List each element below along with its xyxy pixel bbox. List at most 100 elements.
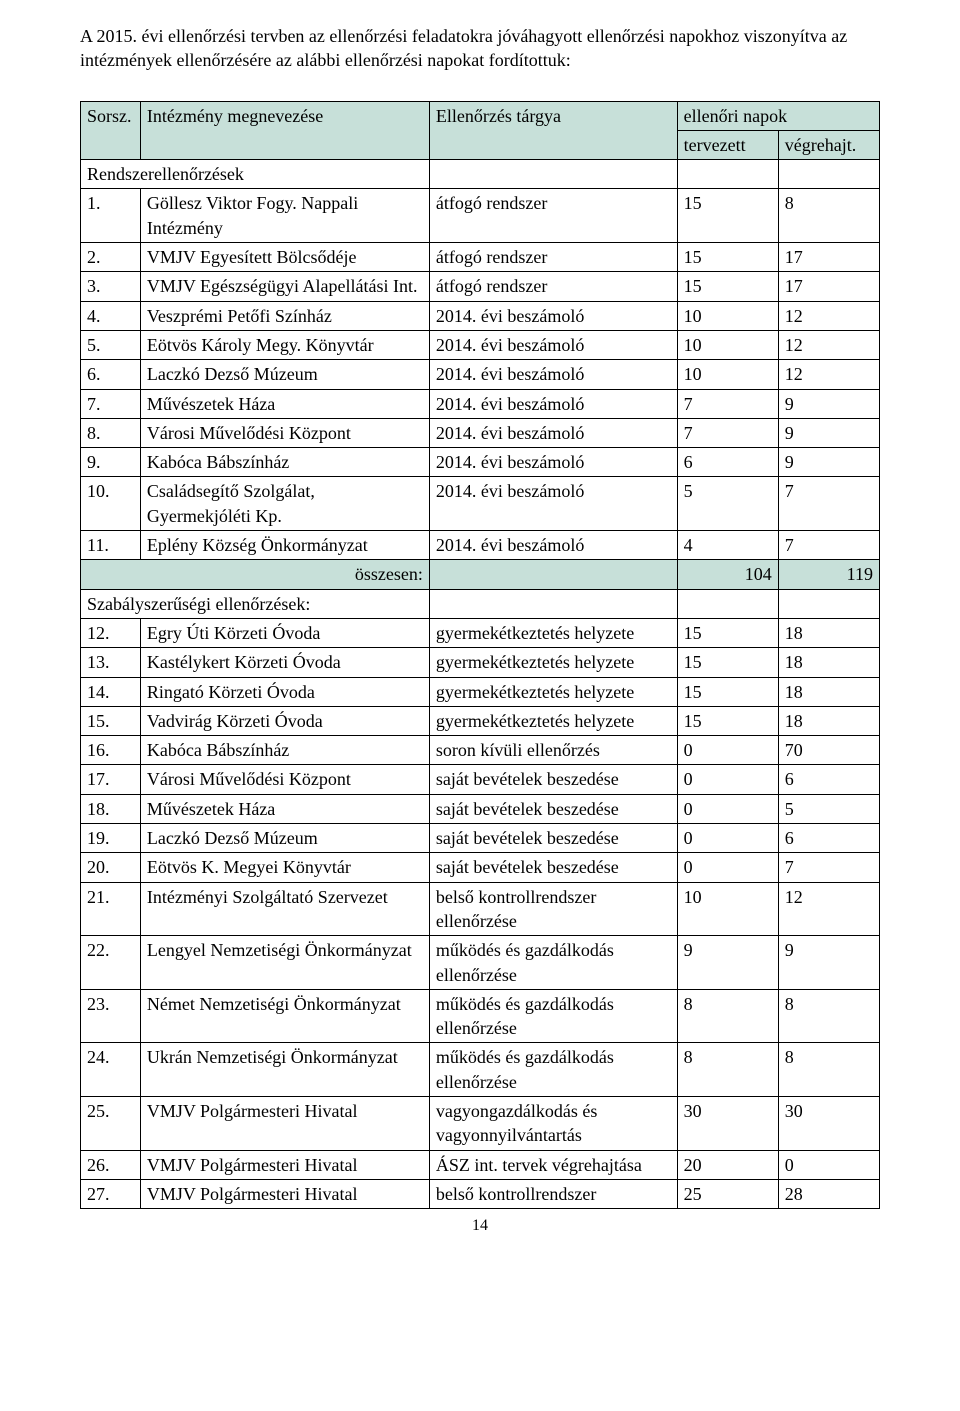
row-actual: 0 [778,1150,879,1179]
row-subject: 2014. évi beszámoló [429,301,677,330]
row-actual: 18 [778,648,879,677]
row-actual: 70 [778,736,879,765]
total-row: összesen:104119 [81,560,880,589]
audit-table: Sorsz. Intézmény megnevezése Ellenőrzés … [80,101,880,1210]
total-empty [429,560,677,589]
row-subject: átfogó rendszer [429,243,677,272]
row-num: 13. [81,648,141,677]
row-subject: 2014. évi beszámoló [429,448,677,477]
table-row: 18.Művészetek Házasaját bevételek beszed… [81,794,880,823]
row-actual: 12 [778,360,879,389]
row-num: 18. [81,794,141,823]
table-row: 17.Városi Művelődési Központsaját bevéte… [81,765,880,794]
row-name: VMJV Polgármesteri Hivatal [140,1096,429,1150]
row-actual: 8 [778,989,879,1043]
row-num: 17. [81,765,141,794]
table-row: 5.Eötvös Károly Megy. Könyvtár2014. évi … [81,330,880,359]
row-planned: 8 [677,989,778,1043]
table-row: 24.Ukrán Nemzetiségi Önkormányzatműködés… [81,1043,880,1097]
row-actual: 30 [778,1096,879,1150]
row-name: Eplény Község Önkormányzat [140,531,429,560]
total-planned: 104 [677,560,778,589]
table-row: 4.Veszprémi Petőfi Színház2014. évi besz… [81,301,880,330]
row-planned: 0 [677,765,778,794]
row-name: Göllesz Viktor Fogy. Nappali Intézmény [140,189,429,243]
table-row: 10.Családsegítő Szolgálat, Gyermekjóléti… [81,477,880,531]
table-row: 9.Kabóca Bábszínház2014. évi beszámoló69 [81,448,880,477]
row-name: Kastélykert Körzeti Óvoda [140,648,429,677]
row-actual: 9 [778,936,879,990]
row-actual: 6 [778,765,879,794]
row-num: 11. [81,531,141,560]
total-actual: 119 [778,560,879,589]
row-subject: 2014. évi beszámoló [429,330,677,359]
row-num: 16. [81,736,141,765]
row-planned: 7 [677,418,778,447]
row-name: Egry Úti Körzeti Óvoda [140,618,429,647]
row-num: 10. [81,477,141,531]
row-name: Művészetek Háza [140,794,429,823]
row-planned: 15 [677,243,778,272]
table-row: 15.Vadvirág Körzeti Óvodagyermekétkeztet… [81,706,880,735]
row-num: 19. [81,824,141,853]
row-name: Művészetek Háza [140,389,429,418]
row-name: VMJV Egyesített Bölcsődéje [140,243,429,272]
row-name: Lengyel Nemzetiségi Önkormányzat [140,936,429,990]
row-planned: 10 [677,301,778,330]
row-subject: 2014. évi beszámoló [429,418,677,447]
table-row: 21.Intézményi Szolgáltató Szervezetbelső… [81,882,880,936]
row-planned: 4 [677,531,778,560]
row-name: Ukrán Nemzetiségi Önkormányzat [140,1043,429,1097]
row-num: 24. [81,1043,141,1097]
col-planned: tervezett [677,130,778,159]
row-subject: saját bevételek beszedése [429,765,677,794]
row-actual: 5 [778,794,879,823]
row-num: 21. [81,882,141,936]
row-planned: 15 [677,618,778,647]
row-actual: 12 [778,882,879,936]
row-name: Családsegítő Szolgálat, Gyermekjóléti Kp… [140,477,429,531]
row-planned: 25 [677,1179,778,1208]
row-subject: saját bevételek beszedése [429,824,677,853]
row-subject: saját bevételek beszedése [429,853,677,882]
row-actual: 7 [778,531,879,560]
col-actual: végrehajt. [778,130,879,159]
row-subject: belső kontrollrendszer ellenőrzése [429,882,677,936]
section-title-compliance: Szabályszerűségi ellenőrzések: [81,589,430,618]
row-name: Eötvös Károly Megy. Könyvtár [140,330,429,359]
table-row: 1.Göllesz Viktor Fogy. Nappali Intézmény… [81,189,880,243]
row-actual: 8 [778,189,879,243]
row-subject: 2014. évi beszámoló [429,477,677,531]
row-name: Kabóca Bábszínház [140,448,429,477]
row-num: 14. [81,677,141,706]
row-planned: 10 [677,330,778,359]
row-planned: 15 [677,272,778,301]
row-num: 6. [81,360,141,389]
row-actual: 9 [778,448,879,477]
row-planned: 10 [677,882,778,936]
row-num: 3. [81,272,141,301]
row-actual: 18 [778,706,879,735]
row-planned: 7 [677,389,778,418]
table-row: 19.Laczkó Dezső Múzeumsaját bevételek be… [81,824,880,853]
row-num: 22. [81,936,141,990]
row-planned: 0 [677,736,778,765]
row-planned: 0 [677,824,778,853]
table-row: 20.Eötvös K. Megyei Könyvtársaját bevéte… [81,853,880,882]
table-row: 3.VMJV Egészségügyi Alapellátási Int.átf… [81,272,880,301]
table-row: 25.VMJV Polgármesteri Hivatalvagyongazdá… [81,1096,880,1150]
row-actual: 8 [778,1043,879,1097]
row-num: 20. [81,853,141,882]
row-actual: 17 [778,272,879,301]
table-row: 22.Lengyel Nemzetiségi Önkormányzatműköd… [81,936,880,990]
row-planned: 9 [677,936,778,990]
row-name: Intézményi Szolgáltató Szervezet [140,882,429,936]
row-num: 2. [81,243,141,272]
row-num: 27. [81,1179,141,1208]
col-subject: Ellenőrzés tárgya [429,101,677,160]
row-subject: 2014. évi beszámoló [429,360,677,389]
row-planned: 15 [677,189,778,243]
table-row: 7.Művészetek Háza2014. évi beszámoló79 [81,389,880,418]
section-row-system-checks: Rendszerellenőrzések [81,160,880,189]
row-subject: gyermekétkeztetés helyzete [429,677,677,706]
